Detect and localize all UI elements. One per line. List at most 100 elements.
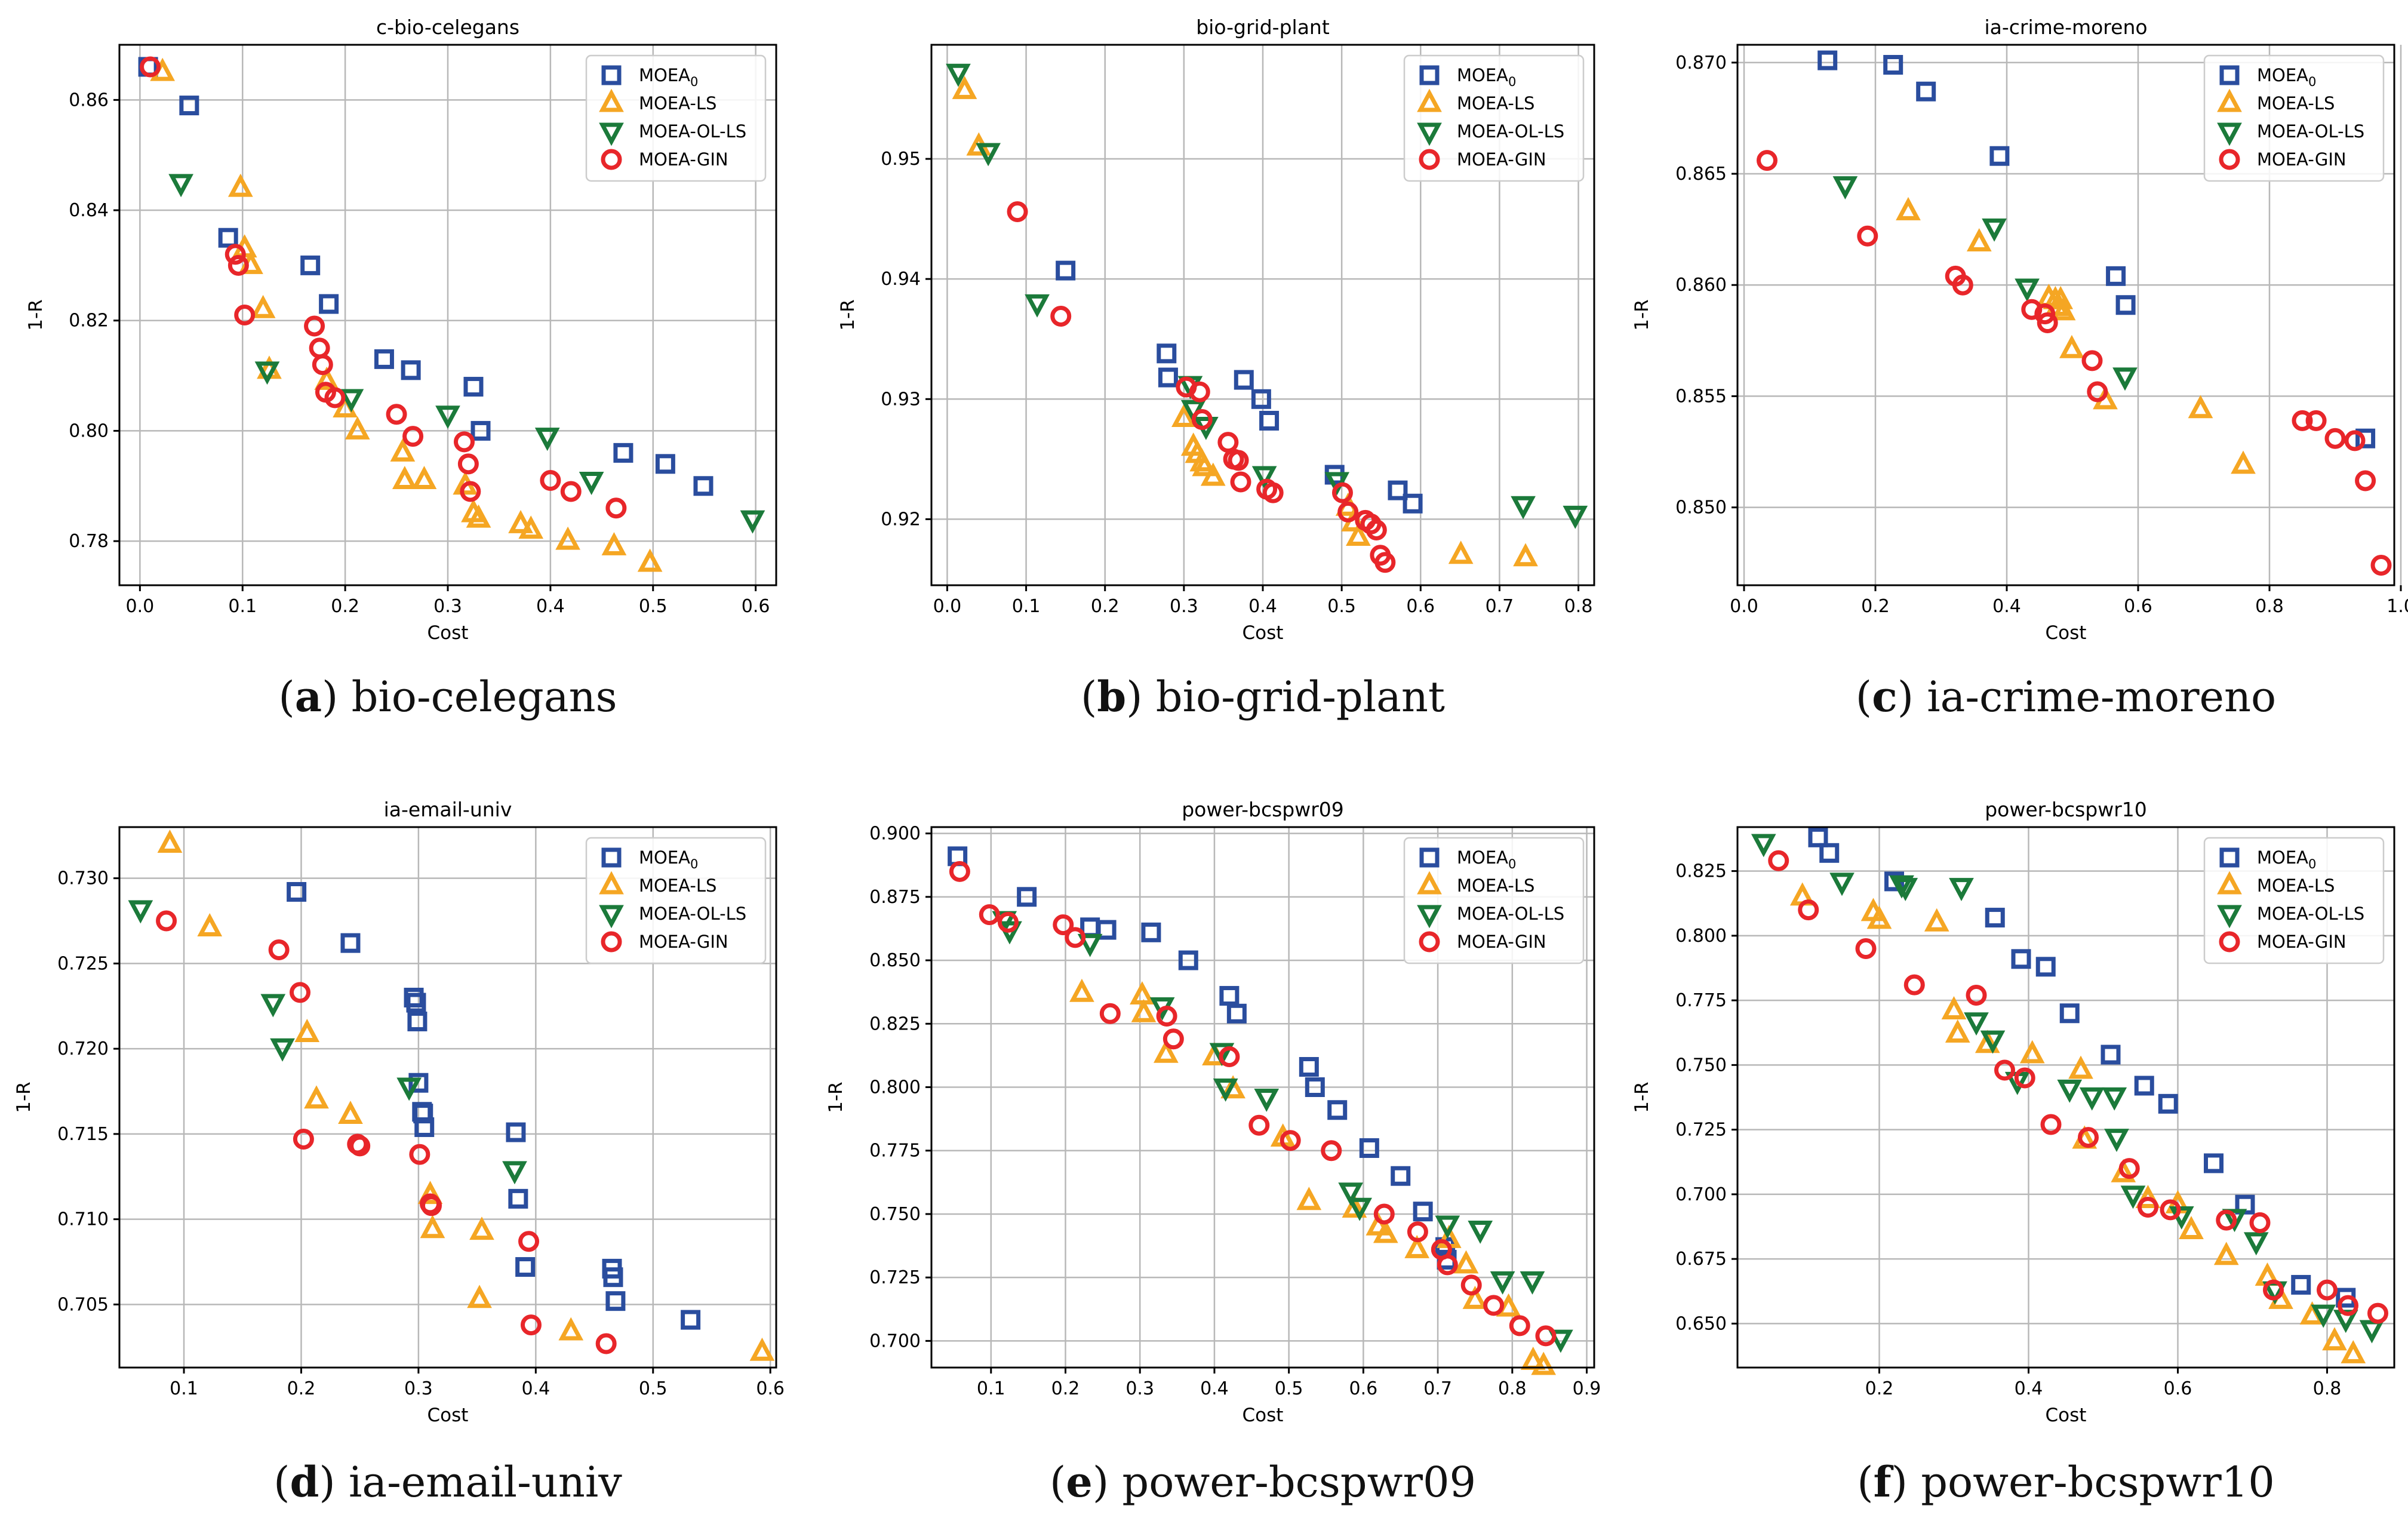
- data-point: [411, 466, 437, 490]
- caption-letter: c: [1872, 672, 1898, 721]
- x-tick-label: 0.1: [1012, 596, 1041, 617]
- data-point: [168, 174, 193, 198]
- data-point: [1964, 1012, 1989, 1036]
- data-point: [2263, 1279, 2284, 1301]
- series-MOEA-GIN: [1768, 850, 2388, 1324]
- y-tick-label: 0.86: [69, 90, 109, 110]
- data-point: [693, 476, 714, 496]
- data-point: [2057, 1079, 2083, 1103]
- caption-paren-open: (: [273, 1458, 290, 1507]
- x-tick-label: 0.2: [331, 596, 359, 617]
- data-point: [1158, 367, 1178, 388]
- data-point: [1025, 294, 1050, 318]
- x-tick-label: 0.7: [1423, 1378, 1452, 1399]
- data-point: [1404, 1235, 1430, 1258]
- data-point: [1077, 933, 1103, 957]
- data-point: [1945, 1019, 1970, 1043]
- y-tick-label: 0.94: [881, 269, 921, 290]
- y-tick-label: 0.92: [881, 509, 921, 530]
- data-point: [300, 255, 321, 275]
- data-point: [2355, 470, 2376, 491]
- x-tick-label: 0.6: [1406, 596, 1435, 617]
- x-tick-label: 0.2: [1865, 1378, 1894, 1399]
- data-points: [946, 63, 1588, 573]
- y-tick-label: 0.725: [1675, 1120, 1727, 1141]
- plot-frame: [1736, 44, 2395, 586]
- data-point: [401, 360, 421, 380]
- data-point: [605, 1291, 626, 1311]
- series-MOEA0: [138, 57, 714, 496]
- series-MOEA-OL-LS: [1832, 176, 2138, 391]
- legend-marker: [1417, 871, 1442, 895]
- data-point: [1156, 1006, 1177, 1027]
- data-point: [408, 1073, 429, 1093]
- data-point: [2158, 1093, 2178, 1114]
- data-point: [374, 349, 394, 369]
- data-point: [518, 515, 544, 539]
- y-tick-label: 0.700: [869, 1331, 921, 1351]
- y-axis-label: 1-R: [25, 299, 47, 330]
- data-point: [555, 526, 580, 550]
- y-tick-label: 0.865: [1675, 164, 1727, 185]
- legend-marker: [599, 88, 624, 112]
- data-point: [435, 405, 460, 429]
- x-axis-label: Cost: [1243, 622, 1284, 644]
- data-point: [1563, 505, 1588, 529]
- x-tick-label: 0.7: [1486, 596, 1514, 617]
- caption-paren-close: ): [319, 1458, 349, 1507]
- caption-text: power-bcspwr10: [1921, 1458, 2275, 1507]
- data-point: [1373, 1203, 1395, 1225]
- data-point: [508, 1188, 528, 1209]
- data-point: [1251, 389, 1271, 409]
- y-tick-label: 0.715: [57, 1124, 109, 1145]
- data-point: [1359, 1138, 1379, 1158]
- panel-caption: (f) power-bcspwr10: [1678, 1457, 2408, 1507]
- data-point: [2188, 395, 2213, 419]
- x-tick-label: 0.1: [977, 1378, 1005, 1399]
- y-tick-label: 0.900: [869, 824, 921, 844]
- y-tick-label: 0.82: [69, 311, 109, 331]
- x-tick-label: 0.5: [1327, 596, 1356, 617]
- data-point: [2213, 1242, 2239, 1265]
- chart-title: ia-crime-moreno: [1984, 16, 2147, 39]
- data-point: [1798, 899, 1819, 921]
- data-point: [2204, 1153, 2224, 1173]
- caption-paren-close: ): [1897, 672, 1927, 721]
- data-point: [1413, 1202, 1433, 1222]
- caption-paren-close: ): [1092, 1458, 1122, 1507]
- caption-letter: a: [294, 672, 322, 721]
- data-point: [1855, 938, 1877, 960]
- legend-label: MOEA-OL-LS: [2257, 904, 2364, 924]
- data-point: [2222, 1209, 2247, 1233]
- y-tick-label: 0.78: [69, 531, 109, 552]
- data-point: [324, 387, 346, 408]
- plot-frame: [118, 826, 777, 1369]
- legend: MOEA0 MOEA-LS MOEA-OL-LS MOEA-GIN: [585, 54, 767, 182]
- series-MOEA-GIN: [156, 910, 617, 1354]
- data-point: [2102, 1087, 2127, 1111]
- y-tick-label: 0.870: [1675, 53, 1727, 73]
- x-tick-label: 0.6: [742, 596, 770, 617]
- data-point: [2291, 1274, 2311, 1295]
- caption-text: bio-celegans: [351, 672, 617, 721]
- data-point: [2138, 1197, 2158, 1218]
- data-point: [1985, 908, 2005, 928]
- data-point: [1751, 834, 1776, 858]
- data-point: [2081, 350, 2103, 371]
- legend-label: MOEA-OL-LS: [639, 904, 746, 924]
- x-tick-label: 0.4: [1248, 596, 1277, 617]
- data-point: [227, 173, 253, 197]
- x-tick-label: 0.4: [521, 1378, 550, 1399]
- data-point: [1883, 55, 1903, 75]
- data-point: [1171, 404, 1197, 427]
- data-point: [1096, 920, 1117, 940]
- data-points: [1757, 50, 2392, 576]
- data-point: [1490, 1271, 1515, 1295]
- panel-caption: (b) bio-grid-plant: [875, 672, 1651, 721]
- chart-title: power-bcspwr09: [1182, 798, 1344, 821]
- legend-label: MOEA-LS: [639, 875, 716, 896]
- data-point: [1435, 1215, 1460, 1239]
- series-MOEA-GIN: [1757, 150, 2392, 576]
- data-point: [1331, 482, 1353, 503]
- y-tick-label: 0.800: [1675, 926, 1727, 947]
